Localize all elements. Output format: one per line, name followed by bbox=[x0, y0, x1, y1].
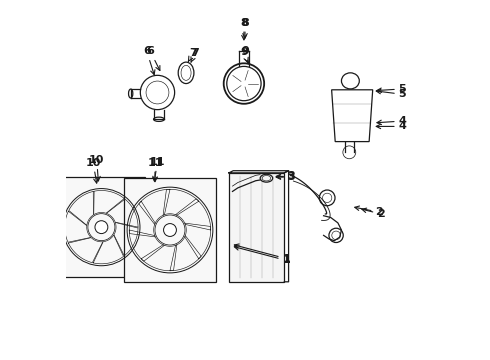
Text: 7: 7 bbox=[191, 48, 199, 62]
Text: 6: 6 bbox=[147, 46, 160, 71]
Text: 9: 9 bbox=[241, 46, 249, 63]
Circle shape bbox=[95, 221, 108, 234]
Text: 7: 7 bbox=[188, 48, 197, 61]
Text: 10: 10 bbox=[85, 158, 101, 183]
Bar bbox=[123, 178, 217, 282]
Text: 8: 8 bbox=[240, 18, 248, 40]
Text: 1: 1 bbox=[234, 244, 290, 264]
Text: 4: 4 bbox=[376, 121, 406, 131]
Text: 3: 3 bbox=[276, 171, 295, 181]
Text: 6: 6 bbox=[143, 46, 155, 75]
Text: 9: 9 bbox=[240, 47, 248, 62]
Bar bbox=[229, 173, 284, 282]
Text: 3: 3 bbox=[276, 172, 295, 182]
Text: 4: 4 bbox=[377, 116, 406, 126]
Text: 1: 1 bbox=[234, 246, 290, 265]
Bar bbox=[58, 177, 145, 277]
Text: 2: 2 bbox=[355, 206, 383, 217]
Text: 5: 5 bbox=[376, 89, 406, 99]
Text: 11: 11 bbox=[150, 157, 165, 181]
Text: 2: 2 bbox=[362, 208, 385, 219]
Text: 10: 10 bbox=[89, 156, 104, 181]
Text: 5: 5 bbox=[377, 84, 406, 94]
Circle shape bbox=[164, 224, 176, 237]
Text: 11: 11 bbox=[147, 158, 163, 182]
Text: 8: 8 bbox=[241, 18, 249, 38]
